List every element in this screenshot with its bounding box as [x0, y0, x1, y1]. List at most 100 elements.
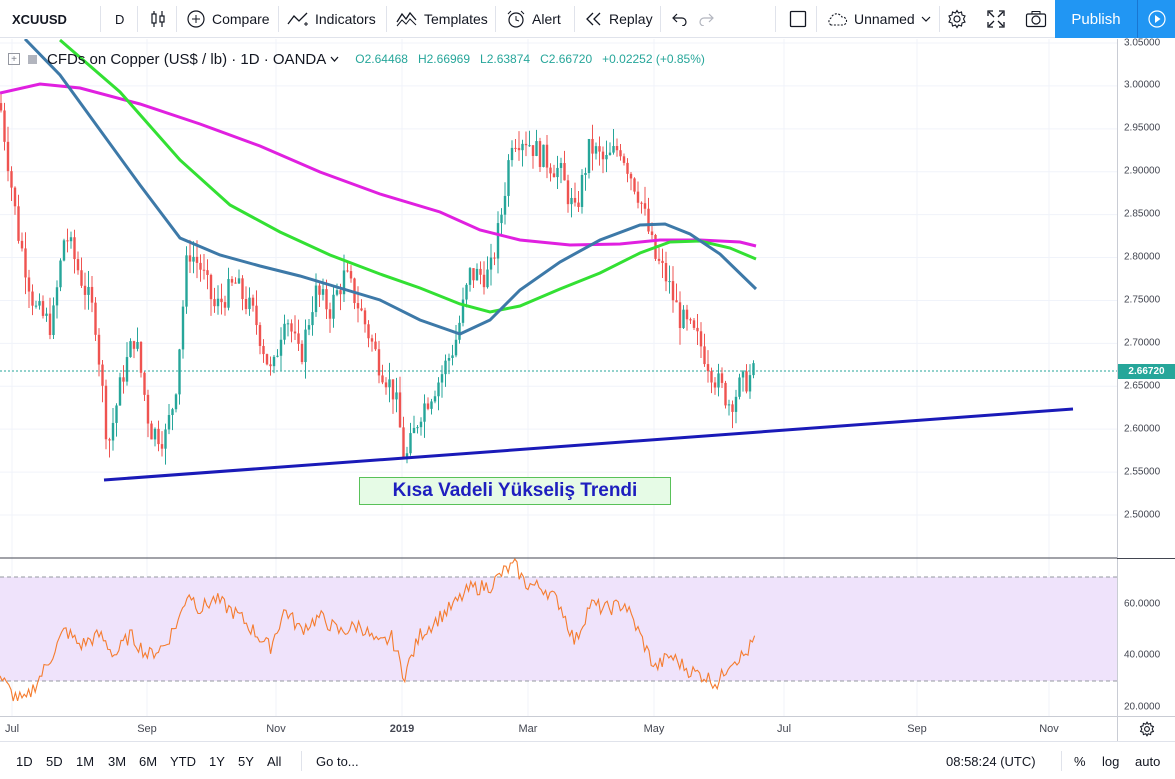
time-tick: Nov: [266, 723, 286, 735]
divider: [660, 6, 661, 32]
log-scale-toggle[interactable]: log: [1102, 753, 1120, 769]
time-tick: 2019: [389, 723, 415, 735]
candle-body: [563, 163, 566, 181]
ohlc-close: C2.66720: [540, 52, 593, 66]
square-icon: [789, 10, 807, 28]
candle-body: [206, 270, 209, 275]
interval-button[interactable]: D: [115, 0, 124, 38]
candle-body: [339, 290, 342, 295]
candle-body: [227, 279, 230, 308]
trend-annotation-label[interactable]: Kısa Vadeli Yükseliş Trendi: [359, 477, 671, 505]
divider: [301, 751, 302, 771]
candle-body: [10, 171, 13, 188]
candle-body: [90, 286, 94, 303]
undo-button[interactable]: [670, 0, 688, 38]
layout-menu[interactable]: Unnamed: [826, 0, 931, 38]
candle-body: [447, 357, 451, 361]
candle-body: [199, 262, 202, 270]
chevron-down-icon[interactable]: [330, 56, 339, 63]
range-3m[interactable]: 3M: [108, 753, 127, 769]
range-1d[interactable]: 1D: [16, 753, 33, 769]
time-tick: Jul: [4, 723, 20, 735]
price-tick: 3.05000: [1124, 37, 1161, 49]
candle-body: [745, 371, 748, 392]
candle-body: [164, 429, 167, 449]
range-6m[interactable]: 6M: [139, 753, 158, 769]
divider: [100, 6, 101, 32]
candle-body: [24, 248, 27, 278]
range-5d[interactable]: 5D: [46, 753, 63, 769]
candle-body: [472, 268, 475, 281]
candle-body: [727, 404, 731, 406]
chart-style-button[interactable]: [149, 0, 167, 38]
legend-toggle-button[interactable]: +: [8, 53, 20, 65]
publish-button[interactable]: Publish: [1055, 0, 1175, 38]
symbol-search[interactable]: XCUUSD: [12, 0, 67, 38]
price-tick: 2.65000: [1124, 380, 1161, 392]
divider: [939, 6, 940, 32]
replay-label: Replay: [609, 11, 653, 27]
fullscreen-toggle[interactable]: [789, 0, 807, 38]
time-axis[interactable]: Jul Sep Nov 2019 Mar May Jul Sep Nov: [0, 716, 1117, 740]
candle-body: [52, 305, 55, 336]
candle-body: [290, 323, 293, 332]
percent-scale-toggle[interactable]: %: [1074, 753, 1086, 769]
range-1m[interactable]: 1M: [76, 753, 95, 769]
candle-body: [31, 291, 34, 306]
redo-button[interactable]: [698, 0, 716, 38]
chart-pane[interactable]: [0, 37, 1117, 741]
publish-menu-button[interactable]: [1137, 0, 1175, 38]
price-chart-canvas[interactable]: [0, 37, 1117, 741]
goto-button[interactable]: Go to...: [316, 753, 359, 769]
candle-body: [283, 323, 286, 340]
candle-body: [307, 325, 311, 330]
auto-scale-toggle[interactable]: auto: [1135, 753, 1161, 769]
trend-line[interactable]: [103, 407, 1074, 482]
candle-body: [216, 298, 220, 307]
clock-timezone[interactable]: 08:58:24 (UTC): [946, 753, 1036, 769]
candle-body: [433, 396, 437, 402]
candle-body: [220, 298, 223, 303]
candle-body: [423, 403, 426, 422]
time-tick: Sep: [137, 723, 157, 735]
compare-button[interactable]: Compare: [186, 0, 270, 38]
candle-body: [538, 141, 542, 167]
legend-color-swatch: [28, 54, 37, 64]
range-5y[interactable]: 5Y: [238, 753, 254, 769]
candle-body: [524, 143, 528, 146]
candle-body: [605, 154, 608, 160]
candle-body: [671, 281, 675, 301]
candle-body: [426, 403, 430, 409]
candle-body: [293, 331, 297, 334]
range-ytd[interactable]: YTD: [170, 753, 196, 769]
candle-body: [521, 143, 524, 151]
instrument-title[interactable]: CFDs on Copper (US$ / lb) · 1D · OANDA: [47, 50, 327, 68]
candle-body: [468, 268, 472, 285]
divider: [1061, 751, 1062, 771]
candle-body: [510, 147, 514, 161]
expand-button[interactable]: [987, 0, 1005, 38]
settings-button[interactable]: [947, 0, 967, 38]
indicators-button[interactable]: Indicators: [287, 0, 376, 38]
candle-body: [335, 290, 339, 295]
candle-body: [580, 174, 584, 207]
candle-body: [192, 256, 195, 262]
alert-button[interactable]: Alert: [506, 0, 561, 38]
candle-body: [381, 375, 384, 383]
rsi-tick: 60.0000: [1124, 598, 1161, 610]
range-all[interactable]: All: [267, 753, 282, 769]
alert-label: Alert: [532, 11, 561, 27]
candle-body: [237, 278, 241, 284]
replay-button[interactable]: Replay: [585, 0, 653, 38]
range-1y[interactable]: 1Y: [209, 753, 225, 769]
chart-settings-button[interactable]: [1118, 716, 1175, 740]
candle-body: [241, 278, 244, 300]
candle-body: [570, 197, 573, 205]
templates-button[interactable]: Templates: [396, 0, 488, 38]
snapshot-button[interactable]: [1025, 0, 1047, 38]
time-tick: Jul: [776, 723, 792, 735]
price-tick: 2.70000: [1124, 337, 1161, 349]
candle-body: [262, 345, 265, 355]
price-axis[interactable]: 3.05000 3.00000 2.95000 2.90000 2.85000 …: [1117, 37, 1175, 741]
symbol-label: XCUUSD: [12, 11, 67, 27]
